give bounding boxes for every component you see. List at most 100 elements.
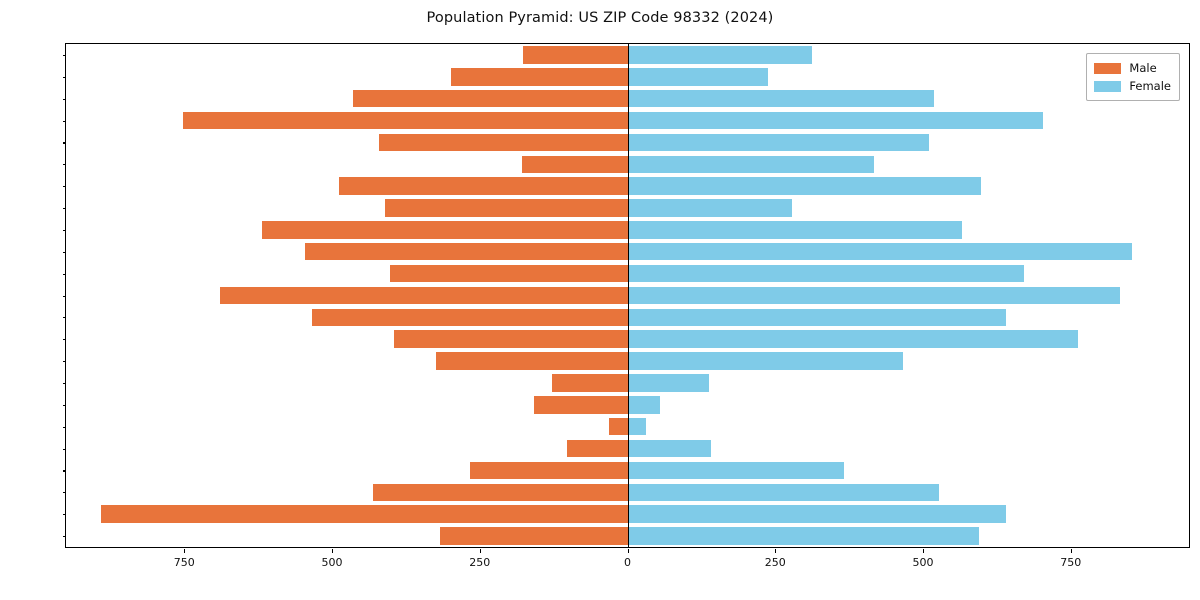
- male-bar[interactable]: [261, 221, 628, 239]
- legend-color-swatch: [1094, 80, 1122, 92]
- female-bar[interactable]: [627, 439, 711, 458]
- male-bar[interactable]: [100, 505, 628, 523]
- pyramid-row: [66, 396, 1189, 414]
- male-bar[interactable]: [522, 155, 628, 174]
- female-bar[interactable]: [627, 68, 769, 86]
- y-axis-tick-mark: [62, 76, 66, 78]
- pyramid-row: [66, 155, 1189, 174]
- male-bar[interactable]: [353, 89, 628, 108]
- male-bar[interactable]: [378, 133, 628, 152]
- y-axis-tick-mark: [62, 448, 66, 450]
- y-axis-tick-mark: [62, 186, 66, 188]
- male-bar[interactable]: [372, 483, 628, 502]
- x-axis-tick-mark: [479, 549, 481, 553]
- male-bar[interactable]: [219, 286, 628, 305]
- x-axis-tick-label: 500: [912, 556, 934, 569]
- male-bar[interactable]: [533, 396, 628, 414]
- x-axis-tick-mark: [627, 549, 629, 553]
- female-bar[interactable]: [627, 330, 1079, 348]
- pyramid-row: [66, 89, 1189, 108]
- male-bar[interactable]: [551, 374, 628, 392]
- female-bar[interactable]: [627, 505, 1007, 523]
- female-bar[interactable]: [627, 396, 660, 414]
- x-axis-tick-mark: [184, 549, 186, 553]
- female-bar[interactable]: [627, 46, 812, 64]
- y-axis-tick-mark: [62, 361, 66, 363]
- legend-label: Female: [1129, 79, 1171, 93]
- legend-color-swatch: [1094, 62, 1122, 74]
- y-axis-tick-mark: [62, 536, 66, 538]
- male-bar[interactable]: [311, 308, 628, 327]
- pyramid-row: [66, 352, 1189, 370]
- y-axis-tick-mark: [62, 339, 66, 341]
- female-bar[interactable]: [627, 133, 929, 152]
- male-bar[interactable]: [451, 68, 628, 86]
- male-bar[interactable]: [523, 46, 628, 64]
- plot-inner: [66, 44, 1189, 547]
- male-bar[interactable]: [470, 461, 628, 480]
- male-bar[interactable]: [394, 330, 628, 348]
- female-bar[interactable]: [627, 155, 874, 174]
- y-axis-tick-mark: [62, 382, 66, 385]
- pyramid-row: [66, 374, 1189, 392]
- male-bar[interactable]: [385, 199, 628, 217]
- female-bar[interactable]: [627, 199, 793, 217]
- female-bar[interactable]: [627, 89, 935, 108]
- pyramid-row: [66, 483, 1189, 502]
- x-axis-tick-label: 750: [173, 556, 195, 569]
- female-bar[interactable]: [627, 527, 979, 545]
- male-bar[interactable]: [436, 352, 628, 370]
- chart-title: Population Pyramid: US ZIP Code 98332 (2…: [426, 10, 774, 26]
- female-bar[interactable]: [627, 352, 903, 370]
- x-axis-tick-mark: [331, 549, 334, 553]
- y-axis-tick-mark: [62, 229, 66, 231]
- x-axis-tick-label: 0: [624, 556, 631, 569]
- pyramid-row: [66, 439, 1189, 458]
- y-axis-tick-mark: [62, 98, 66, 100]
- female-bar[interactable]: [627, 243, 1132, 261]
- legend-item[interactable]: Female: [1094, 77, 1171, 95]
- y-axis-tick-mark: [62, 208, 66, 210]
- y-axis-tick-mark: [62, 164, 66, 166]
- pyramid-row: [66, 46, 1189, 64]
- female-bar[interactable]: [627, 374, 710, 392]
- pyramid-row: [66, 68, 1189, 86]
- pyramid-row: [66, 461, 1189, 480]
- pyramid-row: [66, 111, 1189, 130]
- female-bar[interactable]: [627, 286, 1120, 305]
- female-bar[interactable]: [627, 111, 1043, 130]
- female-bar[interactable]: [627, 483, 939, 502]
- x-axis-tick-mark: [1070, 549, 1072, 553]
- pyramid-row: [66, 330, 1189, 348]
- male-bar[interactable]: [567, 439, 628, 458]
- pyramid-row: [66, 199, 1189, 217]
- y-axis-tick-mark: [62, 142, 66, 144]
- pyramid-row: [66, 286, 1189, 305]
- legend-item[interactable]: Male: [1094, 59, 1171, 77]
- male-bar[interactable]: [609, 417, 628, 436]
- y-axis-tick-mark: [62, 251, 66, 253]
- pyramid-row: [66, 527, 1189, 545]
- male-bar[interactable]: [305, 243, 628, 261]
- male-bar[interactable]: [183, 111, 628, 130]
- x-axis-tick-mark: [775, 549, 777, 553]
- x-axis-tick-mark: [923, 549, 925, 553]
- x-axis-tick-label: 750: [1060, 556, 1082, 569]
- male-bar[interactable]: [389, 264, 628, 283]
- y-axis-tick-mark: [62, 492, 66, 494]
- female-bar[interactable]: [627, 308, 1006, 327]
- male-bar[interactable]: [440, 527, 628, 545]
- y-axis-tick-mark: [62, 404, 66, 406]
- pyramid-row: [66, 177, 1189, 195]
- female-bar[interactable]: [627, 461, 845, 480]
- female-bar[interactable]: [627, 264, 1025, 283]
- female-bar[interactable]: [627, 417, 646, 436]
- y-axis-tick-mark: [62, 426, 66, 428]
- plot-area: 85+80-8475-7970-7467-6965-6662-6460-6155…: [62, 43, 1190, 569]
- female-bar[interactable]: [627, 177, 981, 195]
- y-axis-tick-mark: [62, 514, 66, 516]
- female-bar[interactable]: [627, 221, 963, 239]
- male-bar[interactable]: [339, 177, 628, 195]
- x-axis-tick-label: 500: [321, 556, 343, 569]
